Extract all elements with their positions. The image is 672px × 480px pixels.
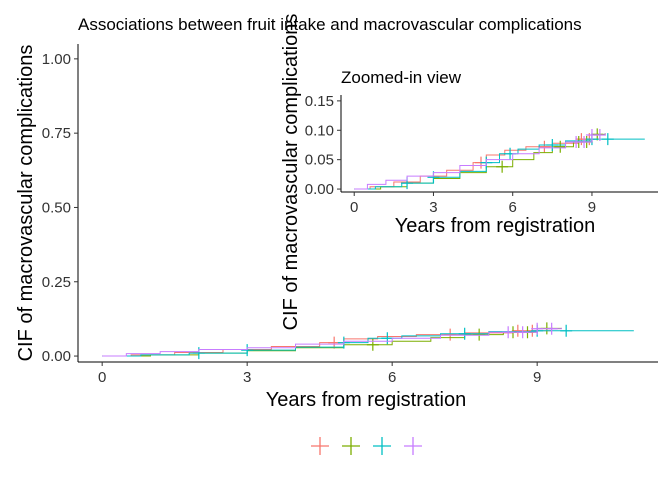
inset-x-tick-label: 6 [509, 199, 517, 216]
inset-x-tick-label: 0 [350, 199, 358, 216]
main-censor-mark-2 [458, 327, 471, 340]
main-censor-mark-1 [473, 328, 486, 341]
main-y-tick-label: 0.25 [42, 274, 71, 291]
main-x-tick-label: 9 [533, 369, 541, 386]
inset-plot: Zoomed-in view 0.00 0.05 0.10 0.15 0 3 6 9 Yea… [280, 14, 658, 331]
inset-series [354, 128, 645, 190]
inset-x-tick-label: 9 [588, 199, 596, 216]
main-x-tick-label: 3 [243, 369, 251, 386]
main-censor-mark-2 [560, 324, 573, 337]
main-plot: 0.00 0.25 0.50 0.75 1.00 0 3 6 9 Years from reg… [15, 44, 658, 411]
main-y-tick-label: 0.50 [42, 199, 71, 216]
chart-title: Associations between fruit intake and ma… [78, 15, 582, 34]
main-censor-mark-2 [241, 344, 254, 357]
inset-censor-mark-1 [496, 160, 509, 173]
inset-y-tick-label: 0.15 [305, 93, 334, 110]
inset-y-tick-label: 0.05 [305, 152, 334, 169]
inset-censor-mark-3 [593, 128, 606, 141]
inset-x-tick-label: 3 [429, 199, 437, 216]
main-censor-mark-3 [516, 326, 529, 339]
main-censor-mark-0 [444, 328, 457, 341]
inset-censor-mark-1 [554, 140, 567, 153]
main-censor-mark-2 [192, 347, 205, 360]
main-series [102, 322, 634, 360]
inset-censor-mark-2 [601, 133, 614, 146]
main-censor-mark-0 [511, 324, 524, 337]
inset-x-ticks: 0 3 6 9 [350, 192, 596, 216]
inset-censor-mark-3 [578, 136, 591, 149]
inset-y-tick-label: 0.00 [305, 181, 334, 198]
main-y-tick-label: 0.00 [42, 348, 71, 365]
main-y-ticks: 0.00 0.25 0.50 0.75 1.00 [42, 51, 78, 365]
main-censor-mark-3 [545, 322, 558, 335]
main-censor-mark-1 [366, 338, 379, 351]
main-y-tick-label: 1.00 [42, 51, 71, 68]
legend-key-2 [373, 437, 391, 455]
legend-key-0 [311, 437, 329, 455]
legend [311, 437, 422, 455]
legend-key-3 [404, 437, 422, 455]
main-y-tick-label: 0.75 [42, 125, 71, 142]
main-x-axis-title: Years from registration [266, 389, 466, 411]
inset-censor-mark-2 [546, 138, 559, 151]
main-y-axis-title: CIF of macrovascular complications [15, 45, 37, 362]
inset-y-tick-label: 0.10 [305, 122, 334, 139]
inset-x-axis-title: Years from registration [395, 215, 595, 237]
inset-y-axis-title: CIF of macrovascular complications [280, 14, 302, 331]
main-censor-mark-3 [531, 322, 544, 335]
inset-y-ticks: 0.00 0.05 0.10 0.15 [305, 93, 341, 198]
legend-key-1 [342, 437, 360, 455]
main-censor-mark-3 [502, 326, 515, 339]
main-x-ticks: 0 3 6 9 [98, 362, 541, 386]
main-censor-mark-2 [381, 332, 394, 345]
inset-background [286, 64, 658, 234]
main-x-tick-label: 6 [388, 369, 396, 386]
main-x-tick-label: 0 [98, 369, 106, 386]
inset-censor-mark-0 [538, 140, 551, 153]
main-series-line-3 [102, 327, 562, 357]
inset-title: Zoomed-in view [341, 68, 462, 87]
